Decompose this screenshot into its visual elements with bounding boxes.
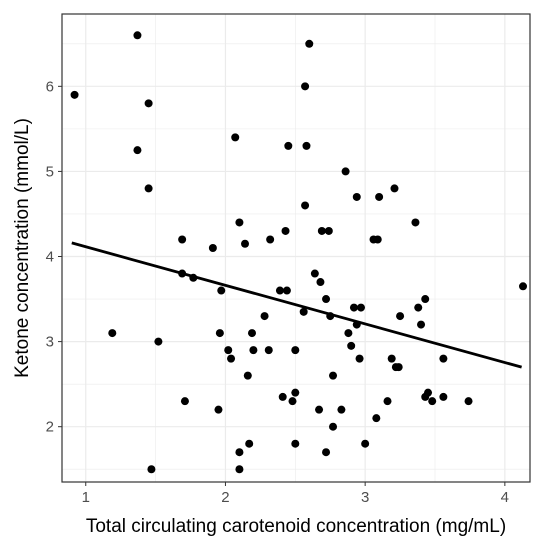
data-point	[214, 405, 223, 414]
x-axis-title: Total circulating carotenoid concentrati…	[86, 516, 506, 537]
data-point	[144, 184, 153, 193]
data-point	[424, 388, 433, 397]
y-tick-label: 5	[46, 163, 54, 180]
data-point	[247, 329, 256, 338]
data-point	[284, 141, 293, 150]
data-point	[264, 346, 273, 355]
data-point	[439, 354, 448, 363]
minor-gridlines	[62, 14, 530, 482]
data-point	[291, 388, 300, 397]
y-tick-label: 3	[46, 334, 54, 351]
data-point	[266, 235, 275, 244]
data-point	[375, 192, 384, 201]
y-axis-title: Ketone concentration (mmol/L)	[12, 118, 33, 378]
data-point	[224, 346, 233, 355]
data-point	[133, 146, 142, 155]
data-point	[356, 303, 365, 312]
data-point	[278, 392, 287, 401]
data-point	[317, 226, 326, 235]
data-point	[70, 90, 79, 99]
data-point	[299, 307, 308, 316]
data-point	[260, 312, 269, 321]
data-point	[180, 397, 189, 406]
data-point	[215, 329, 224, 338]
data-point	[337, 405, 346, 414]
data-point	[305, 39, 314, 48]
data-point	[108, 329, 117, 338]
data-point	[439, 392, 448, 401]
y-tick-label: 2	[46, 419, 54, 436]
data-point	[291, 346, 300, 355]
data-point	[231, 133, 240, 142]
data-point	[275, 286, 284, 295]
data-point	[301, 82, 310, 91]
data-point	[349, 303, 358, 312]
data-point	[227, 354, 236, 363]
data-point	[329, 371, 338, 380]
data-point	[241, 239, 250, 248]
data-point	[291, 439, 300, 448]
data-point	[322, 448, 331, 457]
x-tick-label: 1	[82, 489, 90, 506]
data-point	[396, 312, 405, 321]
data-point	[315, 405, 324, 414]
data-point	[288, 397, 297, 406]
data-point	[302, 141, 311, 150]
x-tick-label: 4	[501, 489, 509, 506]
data-point	[414, 303, 423, 312]
data-point	[282, 286, 291, 295]
data-point	[428, 397, 437, 406]
data-point	[352, 192, 361, 201]
trend-line	[71, 241, 522, 369]
data-point	[243, 371, 252, 380]
data-point	[372, 414, 381, 423]
data-point	[235, 218, 244, 227]
data-point	[144, 99, 153, 108]
data-point	[341, 167, 350, 176]
x-tick-labels: 1 2 3 4	[82, 489, 509, 506]
data-point	[322, 295, 331, 304]
data-point	[147, 465, 156, 474]
data-point	[324, 226, 333, 235]
panel-border	[61, 13, 531, 483]
data-point	[411, 218, 420, 227]
data-point	[235, 465, 244, 474]
data-point	[347, 341, 356, 350]
data-point	[361, 439, 370, 448]
data-point	[373, 235, 382, 244]
x-tick-label: 3	[361, 489, 369, 506]
major-gridlines	[62, 14, 530, 482]
data-point	[421, 295, 430, 304]
data-point	[316, 278, 325, 287]
data-point	[133, 31, 142, 40]
trend-line-group	[71, 241, 522, 369]
data-point	[344, 329, 353, 338]
data-point	[390, 184, 399, 193]
data-point	[301, 201, 310, 210]
data-point	[281, 226, 290, 235]
data-point	[217, 286, 226, 295]
y-tick-labels: 2 3 4 5 6	[46, 78, 54, 435]
data-point	[387, 354, 396, 363]
data-point	[208, 244, 217, 252]
data-point	[519, 282, 528, 291]
data-point	[154, 337, 163, 346]
data-point	[178, 235, 187, 244]
data-point	[394, 363, 403, 372]
y-tick-label: 4	[46, 249, 54, 266]
data-point	[249, 346, 258, 355]
data-point	[464, 397, 473, 406]
data-point	[355, 354, 364, 363]
data-point	[235, 448, 244, 457]
data-point	[310, 269, 319, 278]
data-point	[417, 320, 426, 329]
x-tick-label: 2	[221, 489, 229, 506]
data-points	[70, 31, 528, 474]
data-point	[245, 439, 254, 448]
y-tick-label: 6	[46, 78, 54, 95]
axis-ticks	[58, 85, 506, 486]
data-point	[329, 422, 338, 431]
data-point	[383, 397, 392, 406]
